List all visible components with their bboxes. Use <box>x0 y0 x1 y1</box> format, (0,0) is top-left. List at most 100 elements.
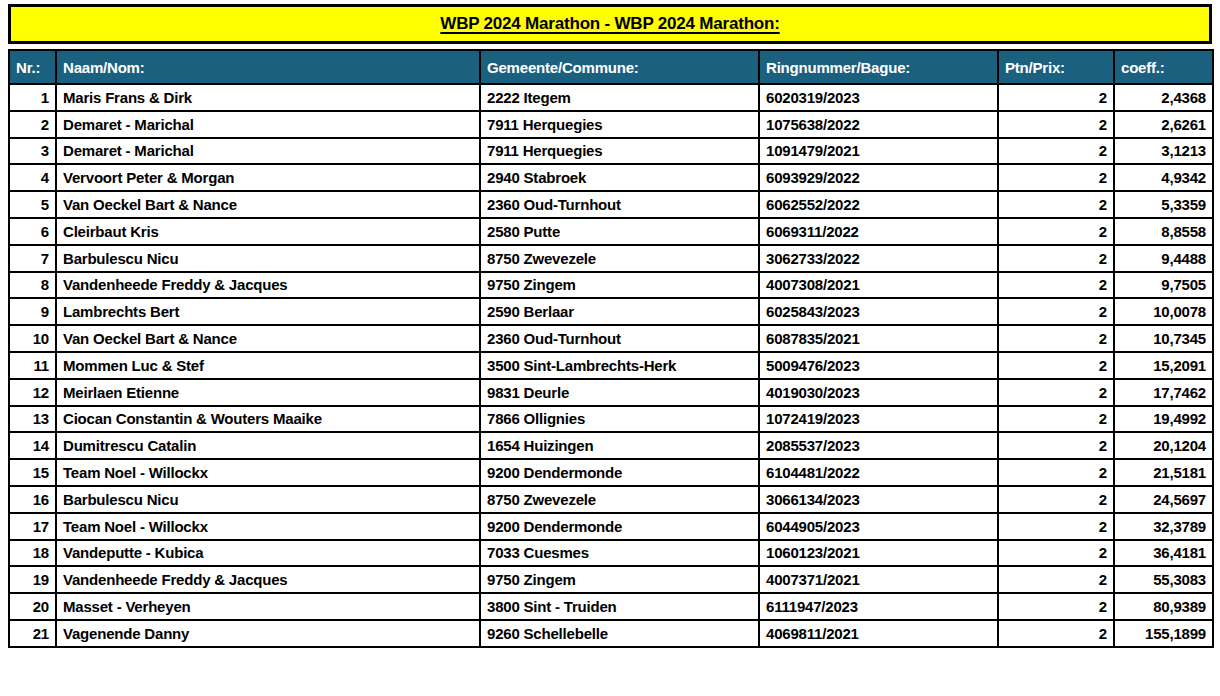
table-row: 3 Demaret - Marichal 7911 Herquegies 109… <box>9 138 1213 165</box>
cell-name: Maris Frans & Dirk <box>56 84 480 111</box>
cell-coeff: 80,9389 <box>1114 593 1213 620</box>
cell-name: Van Oeckel Bart & Nance <box>56 325 480 352</box>
column-header-coeff: coeff.: <box>1114 50 1213 84</box>
table-body: 1 Maris Frans & Dirk 2222 Itegem 6020319… <box>9 84 1213 647</box>
cell-commune: 7911 Herquegies <box>480 111 759 138</box>
cell-name: Team Noel - Willockx <box>56 459 480 486</box>
cell-nr: 1 <box>9 84 56 111</box>
cell-name: Barbulescu Nicu <box>56 245 480 272</box>
results-table: Nr.: Naam/Nom: Gemeente/Commune: Ringnum… <box>8 49 1214 648</box>
cell-points: 2 <box>998 566 1114 593</box>
cell-coeff: 15,2091 <box>1114 352 1213 379</box>
cell-ring: 4007308/2021 <box>759 272 998 299</box>
cell-coeff: 9,7505 <box>1114 272 1213 299</box>
cell-name: Van Oeckel Bart & Nance <box>56 191 480 218</box>
table-row: 8 Vandenheede Freddy & Jacques 9750 Zing… <box>9 272 1213 299</box>
cell-ring: 4069811/2021 <box>759 620 998 647</box>
cell-commune: 7911 Herquegies <box>480 138 759 165</box>
cell-name: Barbulescu Nicu <box>56 486 480 513</box>
cell-points: 2 <box>998 191 1114 218</box>
cell-ring: 6087835/2021 <box>759 325 998 352</box>
cell-ring: 6025843/2023 <box>759 298 998 325</box>
table-row: 18 Vandeputte - Kubica 7033 Cuesmes 1060… <box>9 540 1213 567</box>
cell-ring: 6062552/2022 <box>759 191 998 218</box>
cell-nr: 13 <box>9 406 56 433</box>
cell-coeff: 8,8558 <box>1114 218 1213 245</box>
cell-coeff: 2,6261 <box>1114 111 1213 138</box>
results-page: WBP 2024 Marathon - WBP 2024 Marathon: N… <box>0 0 1220 696</box>
cell-name: Cleirbaut Kris <box>56 218 480 245</box>
table-header: Nr.: Naam/Nom: Gemeente/Commune: Ringnum… <box>9 50 1213 84</box>
cell-ring: 1060123/2021 <box>759 540 998 567</box>
cell-ring: 6104481/2022 <box>759 459 998 486</box>
cell-nr: 7 <box>9 245 56 272</box>
table-row: 20 Masset - Verheyen 3800 Sint - Truiden… <box>9 593 1213 620</box>
cell-points: 2 <box>998 111 1114 138</box>
cell-commune: 2940 Stabroek <box>480 164 759 191</box>
cell-coeff: 4,9342 <box>1114 164 1213 191</box>
cell-name: Meirlaen Etienne <box>56 379 480 406</box>
column-header-commune: Gemeente/Commune: <box>480 50 759 84</box>
cell-name: Masset - Verheyen <box>56 593 480 620</box>
cell-points: 2 <box>998 84 1114 111</box>
cell-ring: 6020319/2023 <box>759 84 998 111</box>
cell-nr: 9 <box>9 298 56 325</box>
cell-name: Dumitrescu Catalin <box>56 432 480 459</box>
cell-coeff: 55,3083 <box>1114 566 1213 593</box>
cell-commune: 8750 Zwevezele <box>480 486 759 513</box>
cell-coeff: 32,3789 <box>1114 513 1213 540</box>
cell-name: Lambrechts Bert <box>56 298 480 325</box>
cell-commune: 7866 Ollignies <box>480 406 759 433</box>
cell-points: 2 <box>998 513 1114 540</box>
cell-nr: 10 <box>9 325 56 352</box>
cell-commune: 2360 Oud-Turnhout <box>480 191 759 218</box>
cell-commune: 7033 Cuesmes <box>480 540 759 567</box>
cell-points: 2 <box>998 432 1114 459</box>
cell-ring: 5009476/2023 <box>759 352 998 379</box>
table-row: 12 Meirlaen Etienne 9831 Deurle 4019030/… <box>9 379 1213 406</box>
table-row: 21 Vagenende Danny 9260 Schellebelle 406… <box>9 620 1213 647</box>
cell-name: Vandeputte - Kubica <box>56 540 480 567</box>
cell-nr: 14 <box>9 432 56 459</box>
cell-ring: 1091479/2021 <box>759 138 998 165</box>
cell-name: Demaret - Marichal <box>56 138 480 165</box>
cell-coeff: 19,4992 <box>1114 406 1213 433</box>
cell-commune: 9831 Deurle <box>480 379 759 406</box>
cell-ring: 6093929/2022 <box>759 164 998 191</box>
table-row: 4 Vervoort Peter & Morgan 2940 Stabroek … <box>9 164 1213 191</box>
cell-nr: 19 <box>9 566 56 593</box>
table-row: 6 Cleirbaut Kris 2580 Putte 6069311/2022… <box>9 218 1213 245</box>
cell-points: 2 <box>998 406 1114 433</box>
table-row: 17 Team Noel - Willockx 9200 Dendermonde… <box>9 513 1213 540</box>
cell-name: Vandenheede Freddy & Jacques <box>56 272 480 299</box>
cell-name: Vagenende Danny <box>56 620 480 647</box>
cell-commune: 9260 Schellebelle <box>480 620 759 647</box>
column-header-ring: Ringnummer/Bague: <box>759 50 998 84</box>
cell-ring: 4007371/2021 <box>759 566 998 593</box>
page-title: WBP 2024 Marathon - WBP 2024 Marathon: <box>440 14 779 34</box>
cell-commune: 2222 Itegem <box>480 84 759 111</box>
cell-coeff: 24,5697 <box>1114 486 1213 513</box>
cell-ring: 3066134/2023 <box>759 486 998 513</box>
cell-commune: 3800 Sint - Truiden <box>480 593 759 620</box>
cell-coeff: 3,1213 <box>1114 138 1213 165</box>
cell-points: 2 <box>998 459 1114 486</box>
cell-commune: 9200 Dendermonde <box>480 513 759 540</box>
table-row: 15 Team Noel - Willockx 9200 Dendermonde… <box>9 459 1213 486</box>
cell-commune: 9750 Zingem <box>480 566 759 593</box>
cell-commune: 2590 Berlaar <box>480 298 759 325</box>
cell-nr: 12 <box>9 379 56 406</box>
cell-points: 2 <box>998 379 1114 406</box>
cell-ring: 4019030/2023 <box>759 379 998 406</box>
cell-nr: 21 <box>9 620 56 647</box>
column-header-nr: Nr.: <box>9 50 56 84</box>
table-row: 9 Lambrechts Bert 2590 Berlaar 6025843/2… <box>9 298 1213 325</box>
cell-nr: 4 <box>9 164 56 191</box>
cell-nr: 6 <box>9 218 56 245</box>
cell-ring: 3062733/2022 <box>759 245 998 272</box>
table-row: 2 Demaret - Marichal 7911 Herquegies 107… <box>9 111 1213 138</box>
cell-nr: 17 <box>9 513 56 540</box>
cell-coeff: 17,7462 <box>1114 379 1213 406</box>
cell-nr: 5 <box>9 191 56 218</box>
cell-name: Vandenheede Freddy & Jacques <box>56 566 480 593</box>
